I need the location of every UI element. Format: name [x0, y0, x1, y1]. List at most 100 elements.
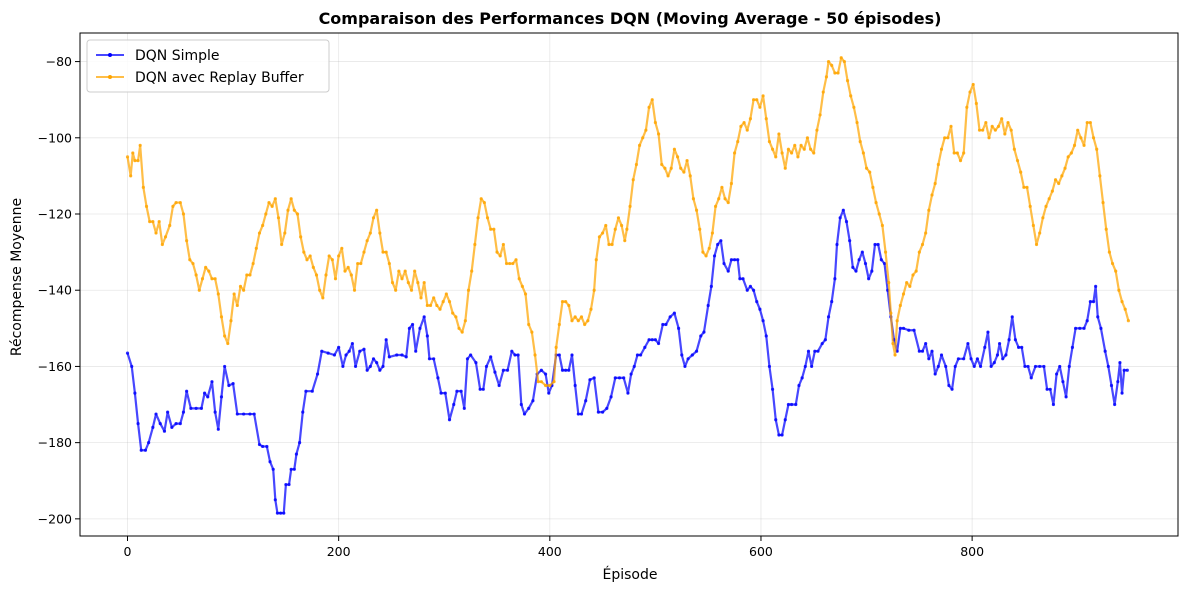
data-point	[871, 185, 875, 189]
data-point	[815, 128, 819, 132]
data-point	[151, 220, 155, 224]
data-point	[346, 265, 350, 269]
data-point	[210, 277, 214, 281]
data-point	[189, 406, 193, 410]
data-point	[384, 250, 388, 254]
data-point	[824, 75, 829, 79]
data-point	[275, 511, 280, 515]
legend-label-dqn-replay: DQN avec Replay Buffer	[135, 70, 304, 86]
data-point	[404, 355, 408, 359]
data-point	[962, 151, 966, 155]
data-point	[806, 349, 811, 353]
data-point	[726, 200, 730, 205]
data-point	[699, 334, 703, 338]
data-point	[939, 353, 944, 357]
data-point	[1123, 307, 1127, 311]
data-point	[1109, 383, 1114, 388]
data-point	[390, 280, 395, 285]
data-point	[650, 98, 654, 102]
data-point	[147, 441, 151, 445]
data-point	[864, 166, 869, 170]
data-point	[254, 246, 258, 250]
data-point	[644, 128, 648, 132]
data-point	[584, 399, 588, 403]
data-point	[917, 349, 921, 353]
data-point	[282, 511, 286, 515]
data-point	[162, 429, 167, 433]
data-point	[586, 319, 590, 323]
data-point	[1047, 197, 1051, 201]
data-point	[1079, 136, 1083, 140]
data-point	[470, 269, 474, 273]
data-point	[326, 351, 330, 355]
data-point	[235, 303, 239, 308]
data-point	[1057, 181, 1061, 186]
data-point	[474, 361, 478, 365]
data-point	[836, 71, 840, 75]
data-point	[144, 204, 149, 208]
data-point	[1007, 338, 1011, 342]
y-tick-label: −160	[38, 359, 72, 374]
data-point	[248, 412, 252, 416]
data-point	[936, 162, 940, 167]
data-point	[983, 345, 987, 349]
data-point	[626, 391, 630, 395]
data-point	[257, 442, 262, 447]
data-point	[481, 387, 485, 391]
data-point	[720, 185, 724, 189]
data-point	[459, 389, 463, 393]
y-axis-label: Récompense Moyenne	[9, 198, 25, 356]
data-point	[1095, 147, 1099, 151]
data-point	[519, 402, 523, 407]
data-point	[133, 391, 137, 395]
data-point	[758, 105, 762, 109]
data-point	[365, 368, 369, 372]
data-point	[522, 412, 527, 416]
data-point	[745, 128, 749, 132]
data-point	[216, 427, 220, 431]
data-point	[732, 258, 737, 262]
data-point	[270, 204, 274, 208]
data-point	[232, 292, 236, 296]
data-point	[368, 231, 372, 235]
data-point	[359, 261, 363, 266]
data-point	[1044, 204, 1048, 208]
data-point	[543, 383, 548, 388]
data-point	[647, 338, 651, 342]
y-tick-label: −200	[38, 511, 72, 526]
data-point	[489, 227, 493, 231]
data-point	[777, 433, 781, 437]
data-point	[927, 357, 931, 361]
data-point	[298, 441, 302, 445]
data-point	[557, 353, 561, 357]
data-point	[849, 94, 853, 98]
data-point	[226, 341, 230, 346]
data-point	[1063, 166, 1067, 170]
data-point	[204, 265, 208, 269]
data-point	[1082, 326, 1086, 330]
data-point	[826, 315, 831, 319]
data-point	[332, 353, 337, 357]
legend-label-dqn-simple: DQN Simple	[135, 48, 220, 64]
data-point	[409, 288, 414, 292]
data-point	[647, 105, 651, 109]
data-point	[767, 364, 772, 369]
data-point	[365, 239, 369, 243]
data-point	[813, 349, 817, 353]
data-point	[308, 254, 312, 258]
data-point	[1094, 284, 1098, 289]
data-point	[292, 467, 296, 471]
legend-marker-dqn-replay	[108, 75, 112, 79]
data-point	[969, 357, 973, 361]
data-point	[883, 250, 888, 254]
data-point	[353, 364, 358, 369]
data-point	[362, 250, 366, 254]
data-point	[439, 391, 443, 395]
data-point	[235, 412, 239, 416]
data-point	[924, 231, 928, 235]
data-point	[520, 284, 524, 289]
data-point	[207, 269, 211, 273]
data-point	[597, 235, 602, 239]
